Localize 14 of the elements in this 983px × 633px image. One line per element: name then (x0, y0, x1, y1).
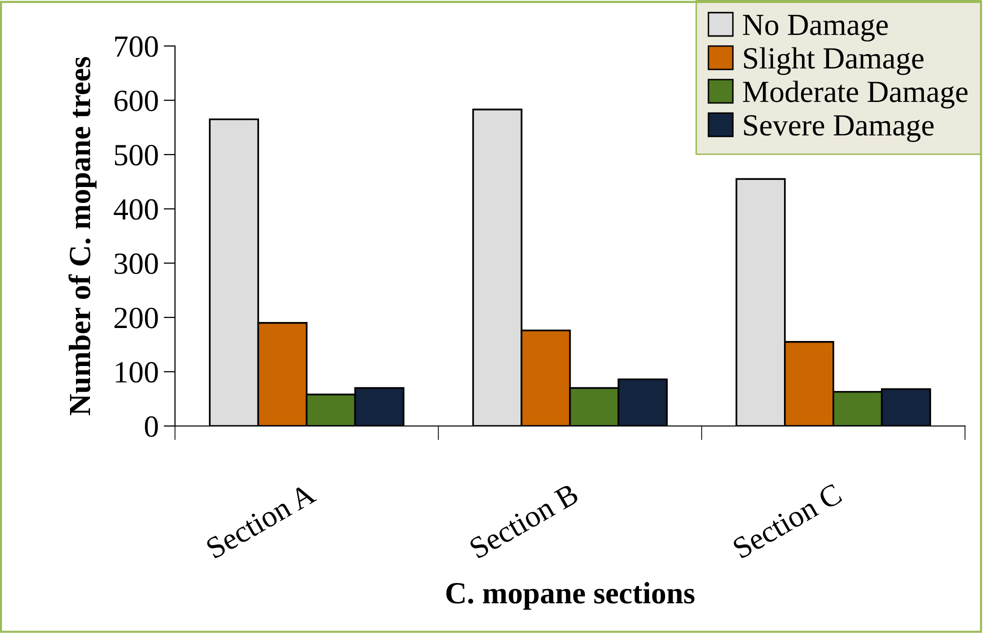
legend-label: No Damage (742, 14, 888, 42)
y-tick-label: 500 (114, 144, 158, 166)
legend-label: Slight Damage (744, 47, 924, 76)
y-axis-title: Number of C. mopane trees (68, 56, 97, 416)
y-tick-label: 600 (114, 90, 158, 112)
legend-label: Severe Damage (744, 115, 934, 142)
y-tick-label: 400 (114, 199, 158, 220)
legend-label: Moderate Damage (742, 80, 968, 108)
y-tick-label: 300 (114, 253, 158, 274)
y-tick-label: 700 (115, 36, 158, 57)
y-tick-label: 200 (114, 308, 158, 328)
y-tick-label: 100 (116, 362, 158, 383)
y-tick-label: 0 (144, 416, 158, 437)
x-axis-title: C. mopane sections (446, 582, 694, 610)
